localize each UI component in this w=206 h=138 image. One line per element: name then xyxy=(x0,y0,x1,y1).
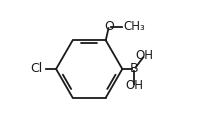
Text: Cl: Cl xyxy=(30,63,42,75)
Text: OH: OH xyxy=(135,49,153,62)
Text: O: O xyxy=(104,20,114,33)
Text: OH: OH xyxy=(125,79,143,92)
Text: CH₃: CH₃ xyxy=(124,20,145,33)
Text: B: B xyxy=(130,63,138,75)
